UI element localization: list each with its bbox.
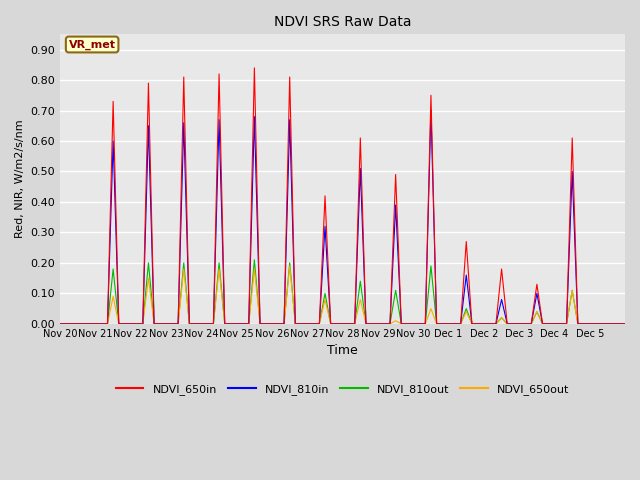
Title: NDVI SRS Raw Data: NDVI SRS Raw Data (274, 15, 412, 29)
Legend: NDVI_650in, NDVI_810in, NDVI_810out, NDVI_650out: NDVI_650in, NDVI_810in, NDVI_810out, NDV… (111, 380, 574, 399)
Y-axis label: Red, NIR, W/m2/s/nm: Red, NIR, W/m2/s/nm (15, 120, 25, 239)
Text: VR_met: VR_met (68, 39, 116, 49)
X-axis label: Time: Time (327, 344, 358, 357)
